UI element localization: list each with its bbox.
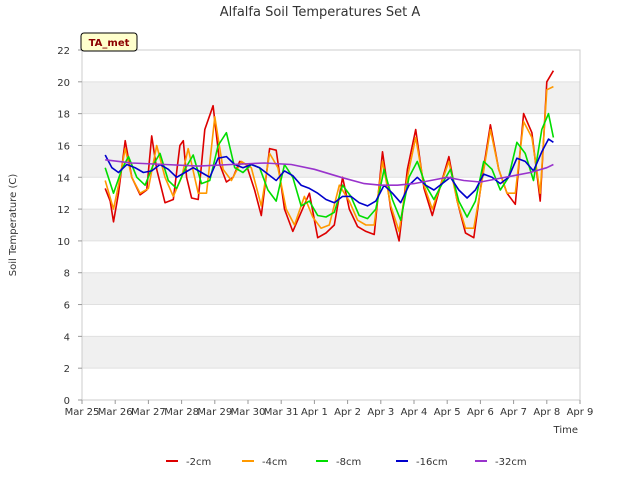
legend-label: -2cm — [186, 457, 211, 468]
y-tick-label: 22 — [57, 46, 70, 57]
y-tick-label: 8 — [64, 269, 70, 280]
x-tick-label: Mar 26 — [98, 407, 133, 418]
y-axis-label: Soil Temperature (C) — [8, 174, 19, 277]
x-tick-label: Mar 28 — [164, 407, 199, 418]
y-tick-label: 6 — [64, 301, 70, 312]
x-tick-label: Mar 30 — [231, 407, 266, 418]
legend-label: -8cm — [336, 457, 361, 468]
badge-label: TA_met — [89, 38, 130, 49]
grid-bands — [82, 81, 580, 369]
y-tick-label: 16 — [57, 141, 70, 152]
x-tick-label: Mar 29 — [197, 407, 232, 418]
y-tick-label: 18 — [57, 110, 70, 121]
grid-band — [82, 336, 580, 369]
x-tick-label: Apr 8 — [533, 407, 560, 418]
x-tick-label: Mar 27 — [131, 407, 166, 418]
y-tick-label: 14 — [57, 173, 70, 184]
y-tick-label: 20 — [57, 78, 70, 89]
x-axis-label: Time — [553, 425, 578, 436]
legend-label: -32cm — [495, 457, 527, 468]
series-line-minus4cm — [104, 85, 554, 233]
x-tick-label: Apr 7 — [500, 407, 527, 418]
y-axis: 0 2 4 6 8 10 12 14 16 18 20 22 — [57, 46, 82, 407]
y-tick-label: 0 — [64, 396, 70, 407]
ta-met-badge: TA_met — [80, 32, 138, 52]
y-tick-label: 2 — [64, 364, 70, 375]
series-lines — [104, 70, 555, 242]
series-line-minus8cm — [104, 112, 555, 221]
x-tick-label: Apr 4 — [401, 407, 428, 418]
chart-title: Alfalfa Soil Temperatures Set A — [220, 5, 421, 20]
x-tick-label: Apr 9 — [567, 407, 594, 418]
x-tick-label: Apr 1 — [301, 407, 328, 418]
series-line-minus32cm — [105, 159, 554, 186]
y-tick-label: 12 — [57, 205, 70, 216]
legend-label: -4cm — [262, 457, 287, 468]
x-tick-label: Mar 31 — [264, 407, 299, 418]
series-line-minus16cm — [104, 138, 554, 207]
y-tick-label: 10 — [57, 237, 70, 248]
x-tick-label: Apr 3 — [367, 407, 394, 418]
grid-band — [82, 81, 580, 114]
x-tick-label: Apr 6 — [467, 407, 494, 418]
x-tick-label: Apr 2 — [334, 407, 361, 418]
plot-frame — [81, 49, 581, 401]
badge-box — [80, 32, 138, 52]
legend: -2cm -4cm -8cm -16cm -32cm — [166, 457, 527, 468]
legend-label: -16cm — [416, 457, 448, 468]
x-tick-label: Apr 5 — [434, 407, 461, 418]
x-tick-label: Mar 25 — [65, 407, 100, 418]
grid-band — [82, 272, 580, 305]
y-tick-label: 4 — [64, 332, 70, 343]
